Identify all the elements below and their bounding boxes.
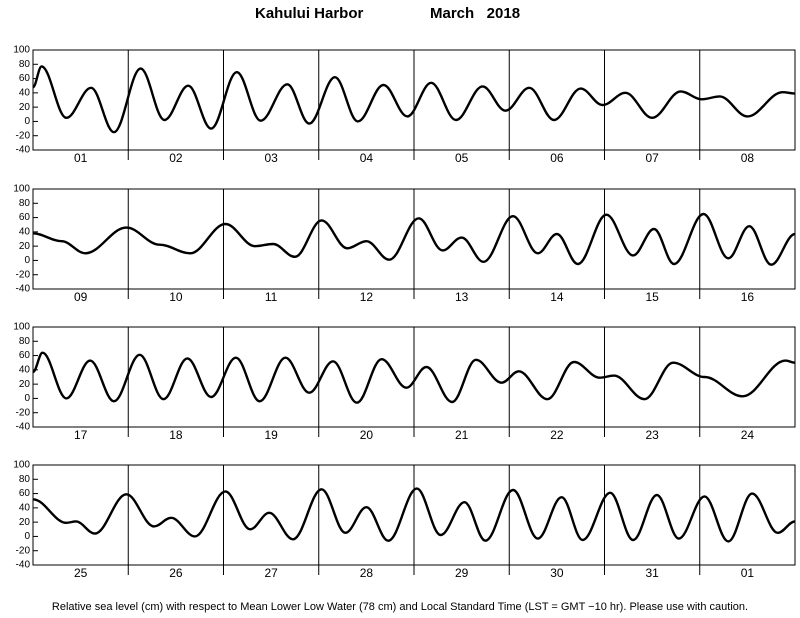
y-tick-label: 40 [19, 87, 31, 98]
day-label: 26 [169, 566, 183, 580]
day-label: 22 [550, 428, 564, 442]
y-tick-label: 60 [19, 212, 31, 223]
y-tick-label: 80 [19, 59, 31, 70]
day-label: 25 [74, 566, 88, 580]
day-label: 05 [455, 151, 469, 165]
y-tick-label: 80 [19, 336, 31, 347]
day-label: 13 [455, 290, 469, 304]
y-tick-label: -20 [16, 269, 31, 280]
y-tick-label: 0 [24, 531, 30, 542]
chart-title: Kahului Harbor [255, 5, 364, 22]
y-tick-label: 100 [13, 322, 30, 333]
y-tick-label: 40 [19, 364, 31, 375]
y-tick-label: 40 [19, 226, 31, 237]
day-label: 19 [264, 428, 278, 442]
y-tick-label: -40 [16, 560, 31, 571]
y-tick-label: -40 [16, 284, 31, 295]
day-label: 23 [645, 428, 659, 442]
y-tick-label: -20 [16, 407, 31, 418]
footnote: Relative sea level (cm) with respect to … [52, 601, 748, 613]
day-label: 02 [169, 151, 183, 165]
tide-line [32, 487, 796, 543]
y-tick-label: 0 [24, 255, 30, 266]
tide-line [32, 351, 796, 404]
day-label: 17 [74, 428, 88, 442]
day-label: 28 [360, 566, 374, 580]
day-label: 15 [645, 290, 659, 304]
day-label: 14 [550, 290, 564, 304]
day-label: 16 [741, 290, 755, 304]
day-label: 24 [741, 428, 755, 442]
day-label: 31 [645, 566, 659, 580]
day-label: 18 [169, 428, 183, 442]
day-label: 20 [360, 428, 374, 442]
y-tick-label: 100 [13, 184, 30, 195]
day-label: 04 [360, 151, 374, 165]
day-label: 21 [455, 428, 469, 442]
y-tick-label: -20 [16, 545, 31, 556]
y-tick-label: 20 [19, 379, 31, 390]
tide-line [31, 65, 796, 134]
y-tick-label: 60 [19, 350, 31, 361]
y-tick-label: 20 [19, 241, 31, 252]
day-label: 27 [264, 566, 278, 580]
day-label: 12 [360, 290, 374, 304]
y-tick-label: 80 [19, 474, 31, 485]
y-tick-label: 20 [19, 102, 31, 113]
y-tick-label: 20 [19, 517, 31, 528]
day-label: 08 [741, 151, 755, 165]
day-label: 09 [74, 290, 88, 304]
y-tick-label: -40 [16, 422, 31, 433]
y-tick-label: 60 [19, 488, 31, 499]
y-tick-label: 0 [24, 116, 30, 127]
day-label: 10 [169, 290, 183, 304]
day-label: 06 [550, 151, 564, 165]
day-label: 01 [741, 566, 755, 580]
day-label: 03 [264, 151, 278, 165]
tide-line [32, 212, 796, 266]
y-tick-label: 100 [13, 45, 30, 56]
y-tick-label: 60 [19, 73, 31, 84]
y-tick-label: -40 [16, 145, 31, 156]
y-tick-label: 80 [19, 198, 31, 209]
y-tick-label: 40 [19, 502, 31, 513]
day-label: 11 [265, 290, 278, 304]
y-tick-label: 100 [13, 460, 30, 471]
day-label: 29 [455, 566, 469, 580]
chart-subtitle: March 2018 [430, 5, 520, 22]
y-tick-label: -20 [16, 130, 31, 141]
day-label: 01 [74, 151, 88, 165]
day-label: 30 [550, 566, 564, 580]
day-label: 07 [645, 151, 659, 165]
y-tick-label: 0 [24, 393, 30, 404]
